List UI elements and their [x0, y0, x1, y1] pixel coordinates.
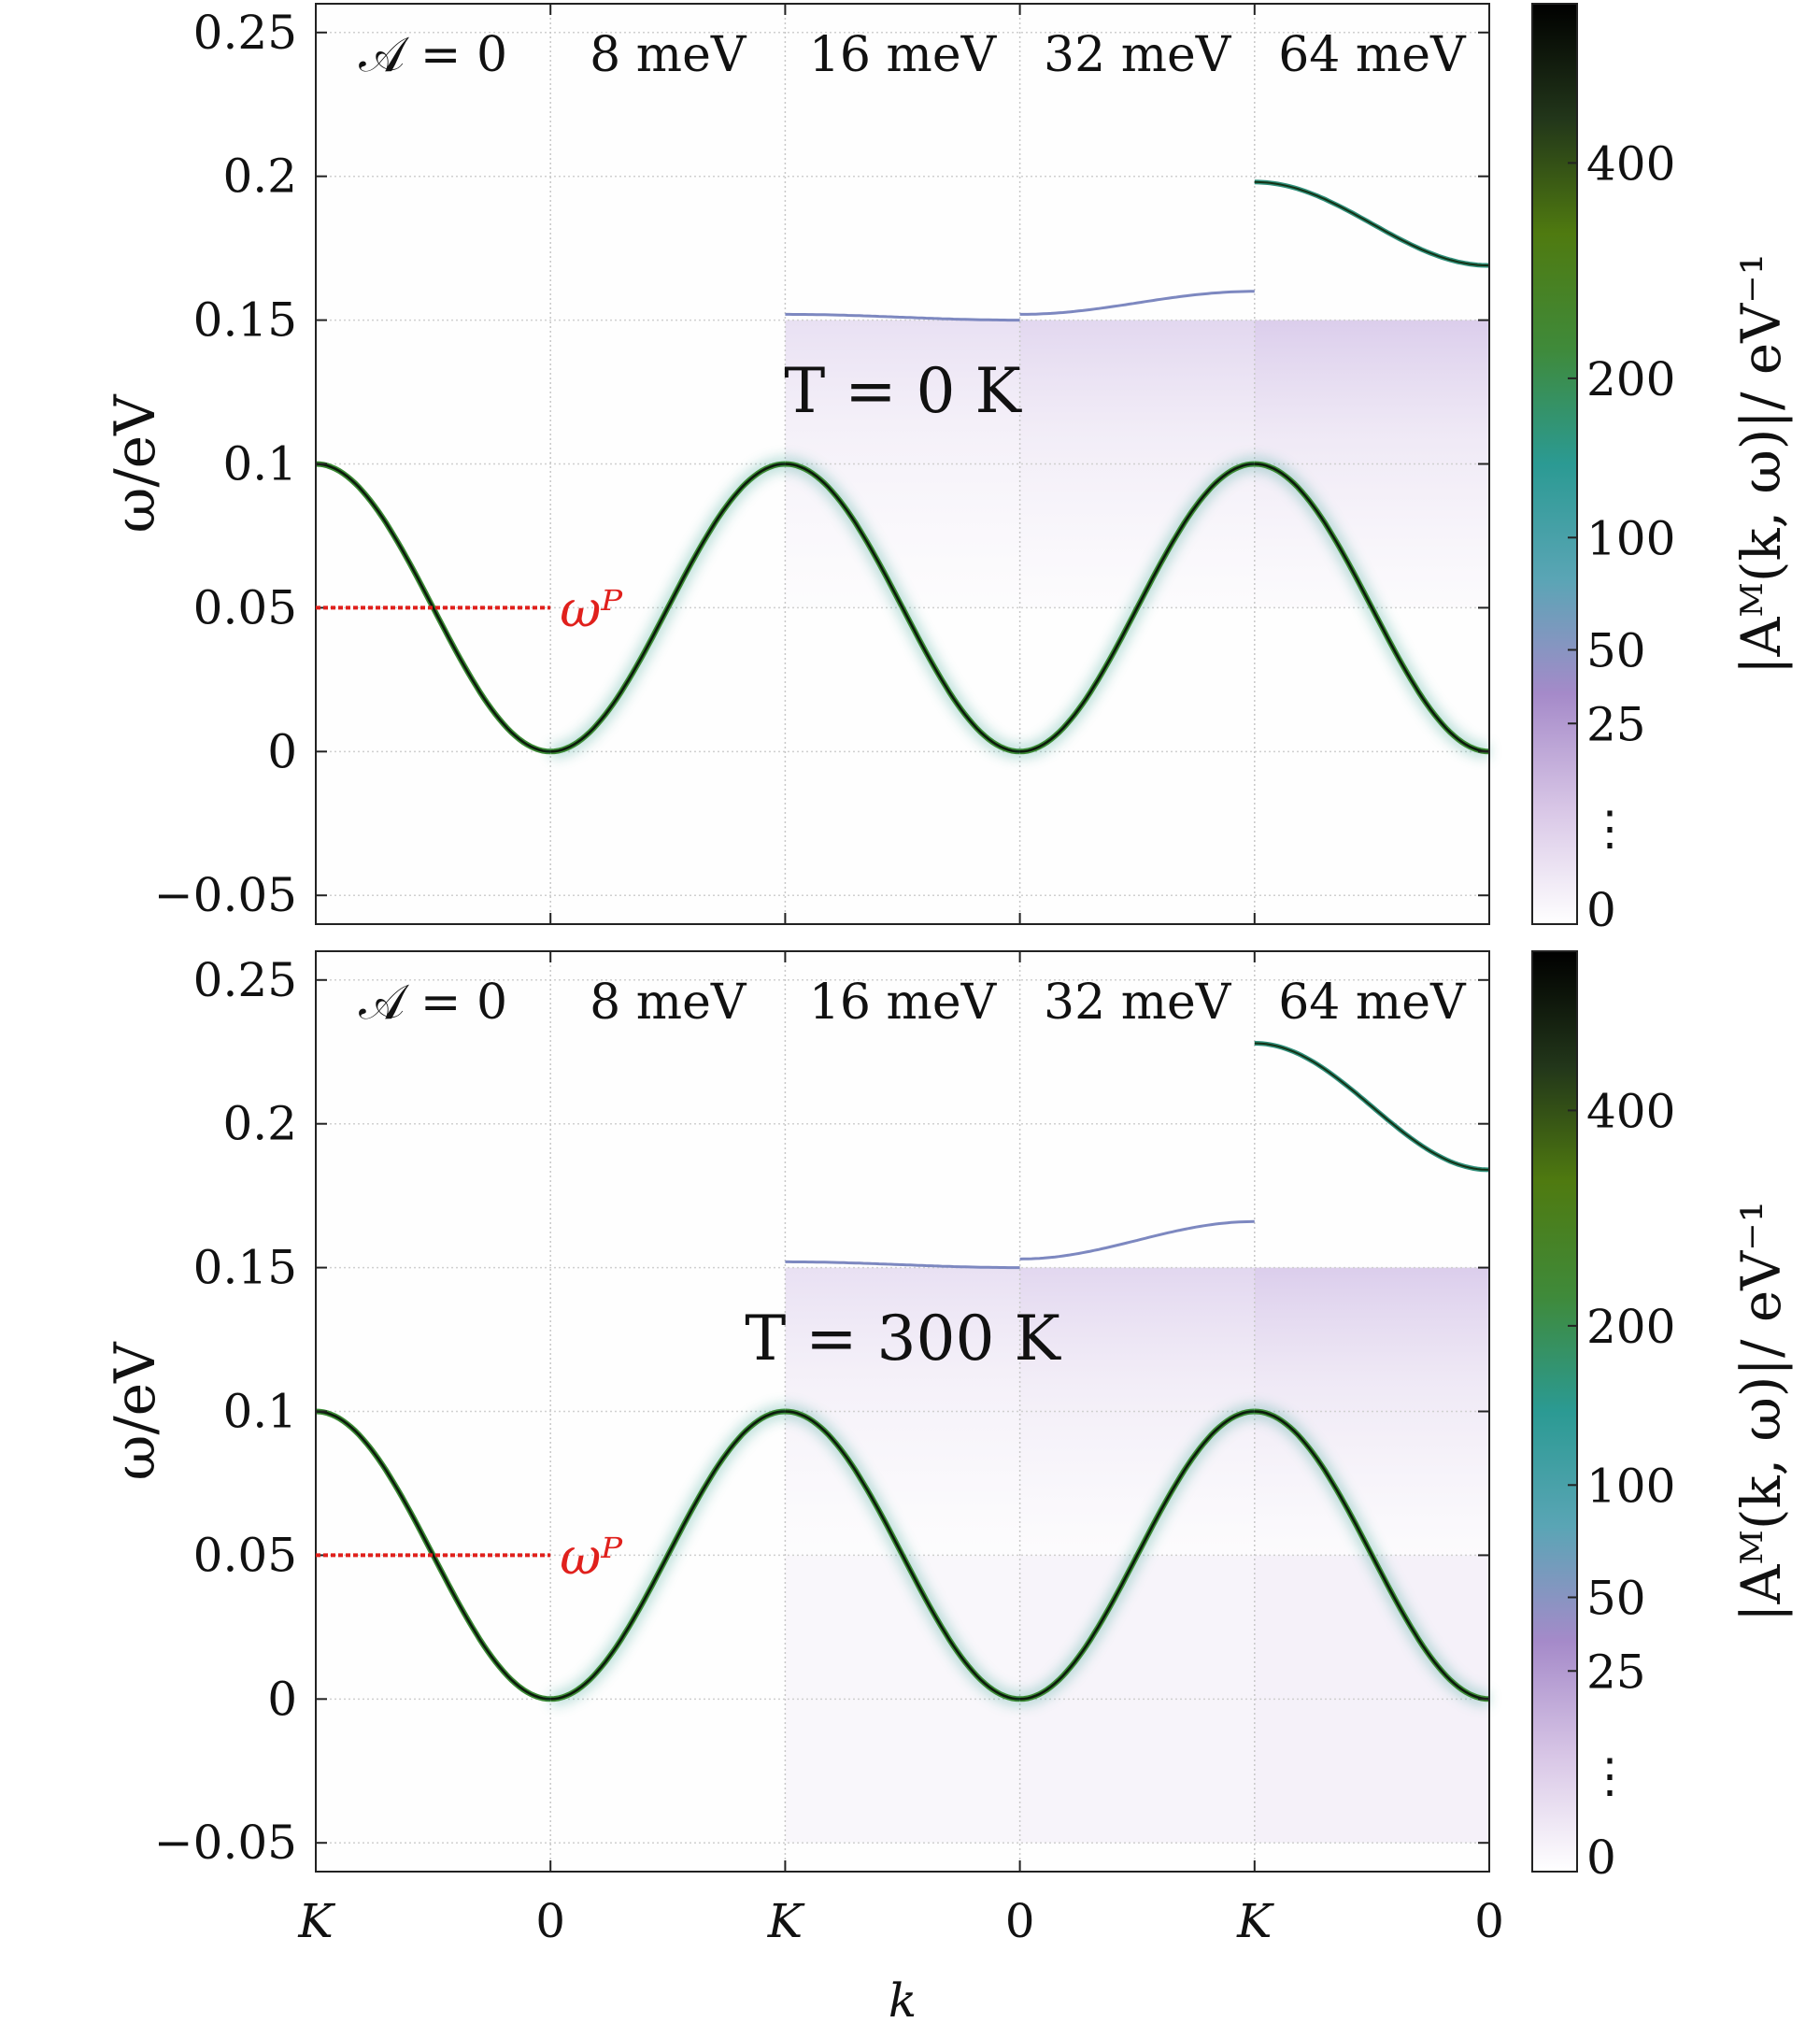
colorbar-tick-label: ⋮: [1586, 802, 1633, 856]
y-tick-label: 0: [267, 1672, 297, 1726]
y-tick-label: 0.05: [193, 1528, 297, 1582]
band-curve: [1254, 463, 1490, 753]
section-label: 8 meV: [590, 975, 747, 1031]
band-curve: [315, 1410, 551, 1701]
x-tick-label: K: [767, 1894, 805, 1948]
colorbar-tick-label: 25: [1586, 1645, 1646, 1699]
band-curve: [315, 463, 551, 753]
colorbar-tick-label: 50: [1586, 623, 1646, 677]
temperature-label: T = 300 K: [745, 1303, 1061, 1375]
colorbar-tick-label: 400: [1586, 136, 1675, 191]
omega-p-label: ωᴾ: [560, 1527, 623, 1586]
y-tick-label: 0.1: [222, 437, 297, 491]
section-label: 16 meV: [809, 27, 998, 83]
polaron-branch: [1019, 1219, 1255, 1261]
polaron-branch-core: [1254, 1042, 1490, 1171]
panel-t0: −0.05 0 0.05 0.1 0.15 0.2 0.25 𝒜 = 0 8 meV 16 meV…: [103, 3, 1793, 937]
section-label: 𝒜 = 0: [359, 975, 507, 1031]
colorbar-label: |Aᴹ(k, ω)|/ eV⁻¹: [1729, 253, 1793, 675]
y-axis-label: ω/eV: [103, 1341, 168, 1481]
section-label: 8 meV: [590, 27, 747, 83]
y-tick-label: 0: [267, 724, 297, 778]
colorbar: [1532, 951, 1577, 1872]
temperature-label: T = 0 K: [784, 355, 1022, 427]
y-tick-label: 0.25: [193, 953, 297, 1007]
band-curve: [1254, 1410, 1490, 1701]
polaron-branch-core: [1254, 180, 1490, 267]
y-tick-label: 0.25: [193, 6, 297, 60]
y-tick-label: 0.15: [193, 1241, 297, 1295]
y-axis-label: ω/eV: [103, 393, 168, 534]
band-curve: [785, 1410, 1020, 1701]
colorbar-tick-label: 25: [1586, 697, 1646, 751]
y-tick-label: −0.05: [154, 868, 297, 922]
colorbar-frame: [1531, 950, 1578, 1873]
polaron-branch: [785, 312, 1020, 322]
y-tick-label: 0.15: [193, 293, 297, 348]
colorbar-tick-label: 200: [1586, 352, 1675, 406]
y-tick-label: 0.1: [222, 1385, 297, 1439]
y-tick-label: 0.05: [193, 580, 297, 634]
omega-p-label: ωᴾ: [560, 579, 623, 638]
x-tick-label: 0: [535, 1894, 565, 1948]
x-tick-label: 0: [1474, 1894, 1504, 1948]
polaron-branch: [785, 1260, 1020, 1270]
polaron-branch: [1019, 290, 1255, 316]
section-label: 16 meV: [809, 975, 998, 1031]
x-axis-label: k: [889, 1973, 917, 2028]
y-tick-label: 0.2: [222, 1097, 297, 1151]
colorbar-tick-label: 100: [1586, 1459, 1675, 1513]
band-curve: [550, 463, 786, 753]
band-curve: [785, 463, 1020, 753]
colorbar: [1532, 4, 1577, 924]
colorbar-tick-label: 400: [1586, 1084, 1675, 1138]
colorbar-tick-label: 0: [1586, 1830, 1616, 1885]
x-tick-label: K: [1236, 1894, 1274, 1948]
band-curve: [550, 1410, 786, 1701]
y-tick-label: −0.05: [154, 1816, 297, 1870]
band-curve: [1019, 1410, 1255, 1701]
colorbar-tick-label: 200: [1586, 1300, 1675, 1354]
colorbar-frame: [1531, 3, 1578, 925]
band-curve: [1019, 463, 1255, 753]
x-tick-label: 0: [1005, 1894, 1035, 1948]
panel-t300: −0.05 0 0.05 0.1 0.15 0.2 0.25 𝒜 = 0 8 meV 16 meV…: [103, 950, 1793, 1885]
section-label: 64 meV: [1278, 975, 1467, 1031]
section-label: 32 meV: [1044, 975, 1232, 1031]
y-tick-label: 0.2: [222, 150, 297, 204]
colorbar-tick-label: 0: [1586, 883, 1616, 937]
colorbar-tick-label: 50: [1586, 1571, 1646, 1625]
section-label: 32 meV: [1044, 27, 1232, 83]
x-tick-label: K: [297, 1894, 335, 1948]
section-label: 64 meV: [1278, 27, 1467, 83]
colorbar-tick-label: 100: [1586, 511, 1675, 565]
section-label: 𝒜 = 0: [359, 27, 507, 83]
colorbar-tick-label: ⋮: [1586, 1749, 1633, 1803]
colorbar-label: |Aᴹ(k, ω)|/ eV⁻¹: [1729, 1201, 1793, 1622]
